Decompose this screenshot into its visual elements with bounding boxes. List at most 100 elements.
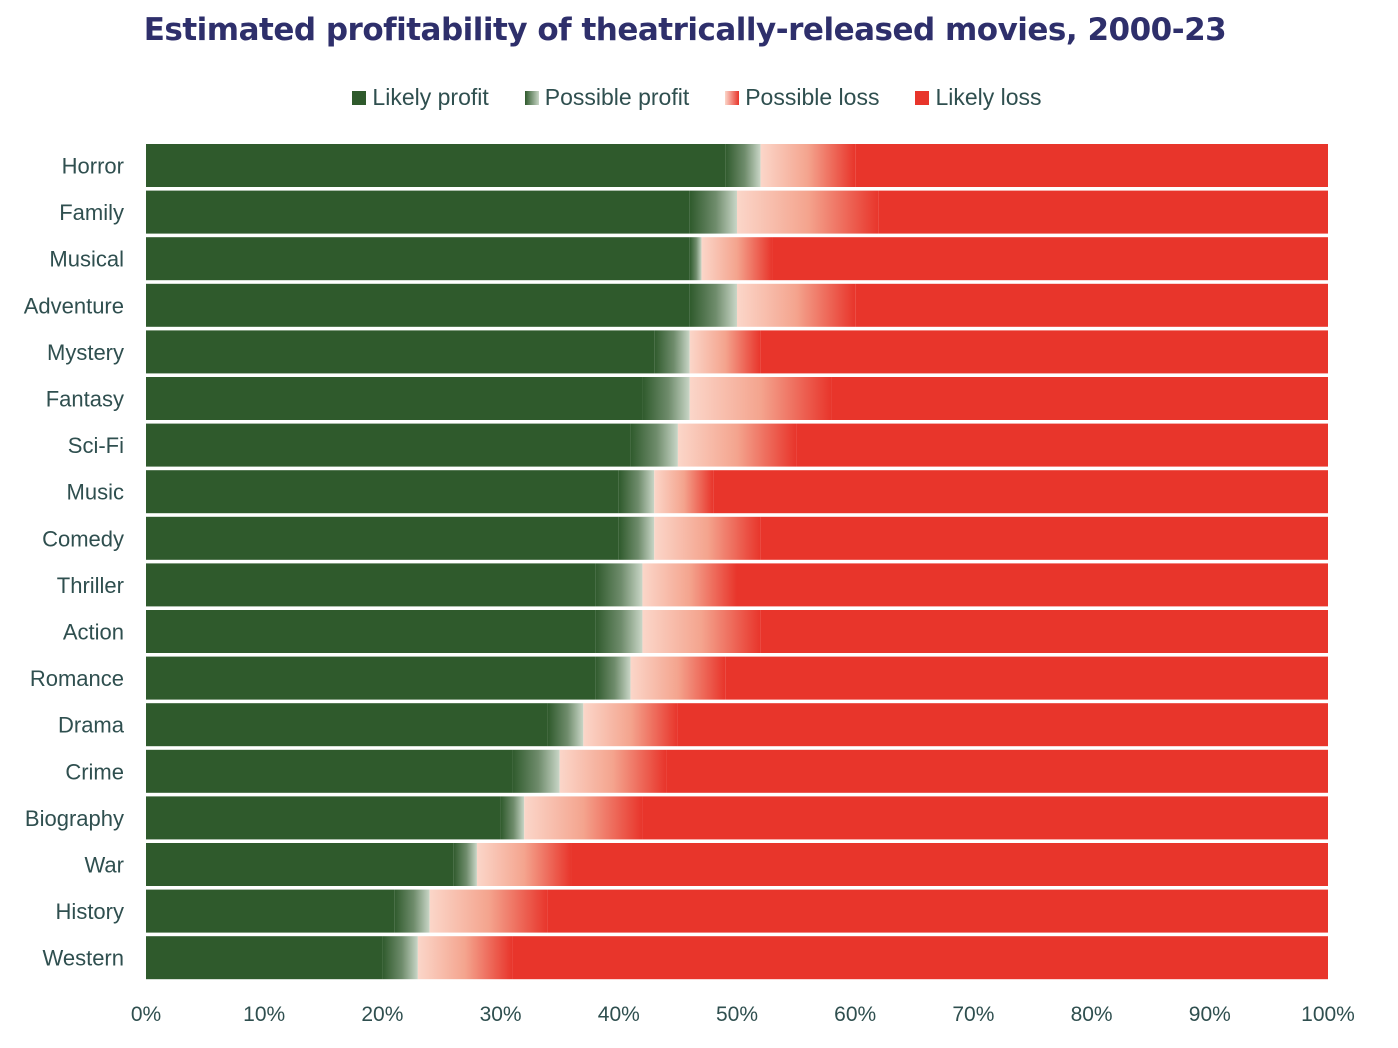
x-tick-label: 50% (716, 1003, 758, 1026)
category-label-family: Family (59, 200, 124, 225)
legend-label-likely-loss: Likely loss (935, 84, 1042, 110)
bar-segment-family-likely-profit (146, 190, 690, 234)
bar-segment-biography-possible-profit (500, 796, 525, 840)
bar-segment-adventure-likely-profit (146, 283, 690, 327)
category-label-war: War (84, 853, 124, 878)
category-label-action: Action (63, 620, 124, 645)
legend-item-possible-loss: Possible loss (725, 84, 879, 111)
x-tick-label: 80% (1071, 1003, 1113, 1026)
category-label-thriller: Thriller (57, 573, 124, 598)
bar-segment-mystery-possible-profit (654, 330, 690, 374)
bar-segment-history-likely-profit (146, 889, 395, 933)
bar-segment-thriller-likely-loss (737, 563, 1328, 607)
bar-segment-thriller-possible-loss (642, 563, 737, 607)
bar-segment-history-possible-profit (394, 889, 430, 933)
bar-segment-mystery-likely-profit (146, 330, 655, 374)
bar-segment-musical-likely-profit (146, 237, 690, 281)
chart-title: Estimated profitability of theatrically-… (143, 12, 1227, 48)
bar-segment-family-likely-loss (878, 190, 1328, 234)
bar-segment-biography-likely-loss (642, 796, 1328, 840)
bar-segment-fantasy-possible-loss (689, 377, 832, 420)
bar-segment-romance-likely-profit (146, 656, 596, 700)
bar-segment-adventure-likely-loss (855, 283, 1328, 327)
bar-segment-adventure-possible-profit (689, 283, 737, 327)
category-label-history: History (56, 899, 124, 924)
bar-segment-crime-likely-profit (146, 749, 513, 793)
bar-segment-comedy-likely-profit (146, 516, 619, 560)
bar-segment-horror-possible-profit (725, 144, 761, 187)
category-label-horror: Horror (62, 154, 124, 179)
x-tick-label: 0% (131, 1003, 161, 1026)
bar-segment-fantasy-possible-profit (642, 377, 690, 420)
bar-segment-mystery-possible-loss (689, 330, 761, 374)
bar-segment-war-possible-profit (453, 843, 477, 886)
x-axis-tick-labels: 0% 10% 20% 30% 40% 50% 60% 70% 80% 90% 100% (131, 1003, 1355, 1026)
bar-segment-drama-likely-loss (677, 703, 1328, 747)
bar-segment-mystery-likely-loss (760, 330, 1328, 374)
bar-segment-fantasy-likely-loss (831, 377, 1328, 420)
bar-segment-thriller-possible-profit (595, 563, 643, 607)
bar-segment-history-likely-loss (547, 889, 1328, 933)
bar-segment-biography-likely-profit (146, 796, 501, 840)
legend-item-likely-loss: Likely loss (915, 84, 1042, 111)
category-label-sci-fi: Sci-Fi (68, 433, 124, 458)
bar-segment-western-possible-loss (417, 936, 513, 980)
bar-segment-music-possible-loss (654, 470, 714, 514)
bar-segment-family-possible-loss (737, 190, 879, 234)
bars-layer (146, 144, 1328, 980)
bar-segment-war-possible-loss (476, 843, 572, 886)
bar-segment-action-likely-profit (146, 610, 596, 653)
bar-segment-thriller-likely-profit (146, 563, 596, 607)
bar-segment-history-possible-loss (429, 889, 548, 933)
x-tick-label: 70% (952, 1003, 994, 1026)
x-tick-label: 10% (243, 1003, 285, 1026)
bar-segment-family-possible-profit (689, 190, 737, 234)
category-label-music: Music (67, 480, 124, 505)
bar-segment-musical-likely-loss (772, 237, 1328, 281)
bar-segment-action-likely-loss (760, 610, 1328, 653)
category-label-drama: Drama (58, 713, 125, 738)
bar-segment-comedy-possible-profit (618, 516, 655, 560)
bar-segment-sci-fi-likely-profit (146, 423, 631, 467)
legend-swatch-likely-profit (352, 90, 367, 105)
bar-segment-war-likely-loss (571, 843, 1328, 886)
legend-swatch-likely-loss (915, 90, 930, 105)
legend-swatch-possible-loss (725, 90, 740, 105)
x-tick-label: 40% (598, 1003, 640, 1026)
x-tick-label: 100% (1301, 1003, 1355, 1026)
bar-segment-horror-possible-loss (760, 144, 856, 187)
category-label-western: Western (42, 946, 124, 971)
bar-segment-western-likely-loss (512, 936, 1328, 980)
category-label-fantasy: Fantasy (46, 387, 124, 412)
category-label-musical: Musical (49, 247, 124, 272)
bar-segment-music-likely-loss (713, 470, 1328, 514)
legend: Likely profit Possible profit Possible l… (0, 84, 1394, 111)
x-tick-label: 20% (361, 1003, 403, 1026)
category-label-comedy: Comedy (42, 526, 124, 551)
bar-segment-western-likely-profit (146, 936, 383, 980)
bar-segment-crime-likely-loss (666, 749, 1328, 793)
bar-segment-musical-possible-profit (689, 237, 702, 281)
bar-segment-war-likely-profit (146, 843, 454, 886)
bar-segment-sci-fi-possible-loss (677, 423, 797, 467)
bar-segment-action-possible-profit (595, 610, 643, 653)
category-label-romance: Romance (30, 666, 124, 691)
bar-segment-western-possible-profit (382, 936, 418, 980)
bar-segment-action-possible-loss (642, 610, 761, 653)
bar-segment-comedy-possible-loss (654, 516, 761, 560)
bar-segment-drama-possible-loss (583, 703, 678, 747)
x-tick-label: 30% (480, 1003, 522, 1026)
x-tick-label: 60% (834, 1003, 876, 1026)
bar-segment-music-likely-profit (146, 470, 619, 514)
bar-segment-romance-likely-loss (725, 656, 1328, 700)
legend-label-likely-profit: Likely profit (372, 84, 489, 110)
legend-item-possible-profit: Possible profit (524, 84, 689, 111)
bar-segment-sci-fi-possible-profit (630, 423, 678, 467)
category-label-mystery: Mystery (47, 340, 124, 365)
x-tick-label: 90% (1189, 1003, 1231, 1026)
bar-segment-sci-fi-likely-loss (796, 423, 1328, 467)
bar-segment-romance-possible-loss (630, 656, 726, 700)
bar-segment-horror-likely-profit (146, 144, 726, 187)
category-labels: Horror Family Musical Adventure Mystery Fanta… (24, 154, 125, 971)
